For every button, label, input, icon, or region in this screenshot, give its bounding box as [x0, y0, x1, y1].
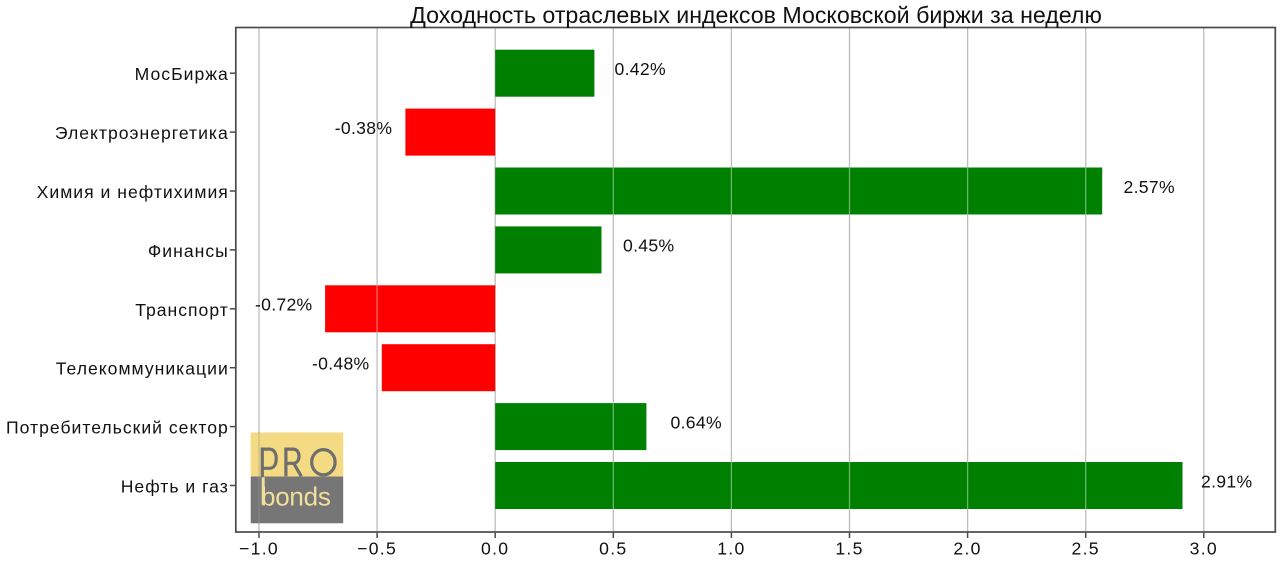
svg-text:2.57%: 2.57% — [1124, 177, 1175, 197]
svg-text:2.91%: 2.91% — [1201, 471, 1252, 491]
svg-text:Телекоммуникации: Телекоммуникации — [56, 359, 229, 379]
svg-text:Электроэнергетика: Электроэнергетика — [55, 123, 229, 143]
svg-text:-0.38%: -0.38% — [335, 118, 393, 138]
svg-text:0.5: 0.5 — [599, 538, 627, 558]
svg-text:−1.0: −1.0 — [239, 538, 279, 558]
svg-text:Транспорт: Транспорт — [135, 300, 229, 320]
svg-text:1.0: 1.0 — [717, 538, 745, 558]
svg-text:Нефть и газ: Нефть и газ — [121, 477, 229, 497]
svg-text:3.0: 3.0 — [1190, 538, 1218, 558]
svg-text:bonds: bonds — [261, 482, 331, 512]
svg-text:Финансы: Финансы — [148, 241, 229, 261]
svg-text:Потребительский сектор: Потребительский сектор — [6, 418, 229, 438]
svg-text:0.0: 0.0 — [481, 538, 509, 558]
svg-text:МосБиржа: МосБиржа — [135, 64, 229, 84]
svg-text:0.45%: 0.45% — [623, 236, 674, 256]
svg-text:-0.72%: -0.72% — [255, 295, 313, 315]
svg-text:-0.48%: -0.48% — [312, 354, 370, 374]
svg-text:2.5: 2.5 — [1072, 538, 1100, 558]
svg-text:−0.5: −0.5 — [357, 538, 397, 558]
svg-text:0.42%: 0.42% — [615, 59, 666, 79]
svg-text:0.64%: 0.64% — [671, 412, 722, 432]
svg-text:Доходность отраслевых индексов: Доходность отраслевых индексов Московско… — [410, 2, 1102, 28]
svg-text:Химия и нефтихимия: Химия и нефтихимия — [37, 182, 229, 202]
svg-text:2.0: 2.0 — [953, 538, 981, 558]
svg-text:1.5: 1.5 — [835, 538, 863, 558]
